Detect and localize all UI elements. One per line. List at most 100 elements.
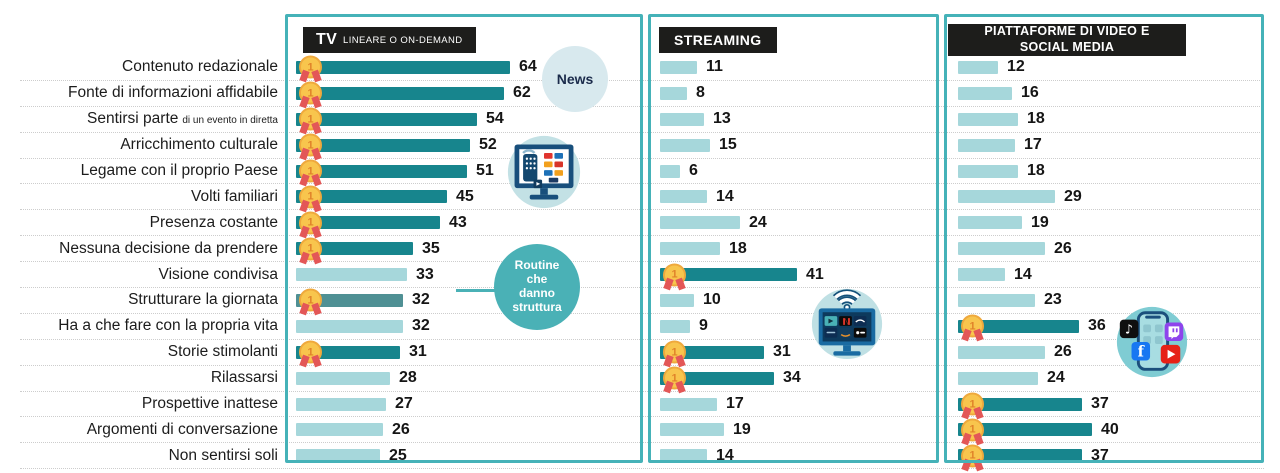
bar (660, 86, 687, 100)
bar-cell: 15 (660, 133, 737, 158)
bar-cell: 16 (958, 81, 1039, 106)
bar-cell: 24 (958, 366, 1065, 391)
bar-value: 54 (486, 110, 504, 128)
chart-row: Fonte di informazioni affidabile 1 62 8 16 (20, 81, 1264, 107)
bar-value: 51 (476, 162, 494, 179)
bar-cell: 1 40 (958, 417, 1119, 442)
bar-cell: 29 (958, 184, 1082, 209)
bar-value: 19 (733, 420, 751, 438)
bar-cell: 10 (660, 288, 721, 313)
first-place-medal-icon: 1 (299, 107, 322, 131)
bar (958, 242, 1045, 256)
bar-cell: 14 (958, 262, 1032, 287)
bar (660, 164, 680, 178)
bar-value: 26 (1054, 239, 1072, 257)
bar-value: 13 (713, 110, 731, 128)
bar-value: 34 (783, 369, 801, 387)
bar-cell: 1 64 (296, 55, 537, 80)
bar-value: 40 (1101, 420, 1119, 438)
first-place-medal-icon: 1 (663, 366, 686, 390)
bar-value: 18 (1027, 110, 1045, 128)
bar (296, 268, 407, 282)
bar-cell: 1 36 (958, 314, 1106, 339)
bar: 1 (660, 263, 797, 287)
bar-cell: 19 (660, 417, 751, 442)
bar (958, 190, 1055, 204)
bar-cell: 8 (660, 81, 705, 106)
tv-header-sub: LINEARE O ON-DEMAND (343, 34, 463, 46)
bar: 1 (296, 237, 413, 261)
bar (958, 86, 1012, 100)
bar-value: 26 (1054, 343, 1072, 361)
smart-tv-streaming-icon (808, 282, 886, 360)
bar-cell: 18 (958, 107, 1045, 132)
chart-row: Contenuto redazionale 1 64 11 12 (20, 55, 1264, 81)
bar-value: 24 (1047, 369, 1065, 387)
tv-header-main: TV (316, 31, 338, 48)
bar-value: 29 (1064, 187, 1082, 205)
bar-value: 16 (1021, 84, 1039, 102)
rows-container: Contenuto redazionale 1 64 11 12 Fonte di inf… (20, 55, 1264, 470)
bar-cell: 11 (660, 55, 723, 80)
chart-row: Ha a che fare con la propria vita 32 9 1 36 (20, 314, 1264, 340)
bar-cell: 26 (296, 417, 410, 442)
bar: 1 (296, 133, 470, 157)
bar-cell: 1 37 (958, 392, 1109, 417)
bar (660, 60, 697, 74)
routine-connector-line (456, 289, 498, 292)
bar (660, 138, 710, 152)
bar-value: 17 (726, 395, 744, 413)
bar (958, 345, 1045, 359)
bar: 1 (296, 288, 403, 312)
bar-cell: 13 (660, 107, 731, 132)
bar-cell: 12 (958, 55, 1025, 80)
bar-value: 37 (1091, 446, 1109, 464)
bar-cell: 1 37 (958, 443, 1109, 468)
row-label: Argomenti di conversazione (86, 420, 278, 438)
bar (296, 449, 380, 463)
bar-cell: 1 62 (296, 81, 531, 106)
row-label: Presenza costante (149, 213, 278, 231)
bar-value: 43 (449, 213, 467, 231)
first-place-medal-icon: 1 (299, 237, 322, 261)
bar-value: 19 (1031, 213, 1049, 231)
bar-cell: 28 (296, 366, 417, 391)
row-label: Storie stimolanti (167, 343, 278, 361)
bar (296, 319, 403, 333)
bar (958, 268, 1005, 282)
bar (958, 60, 998, 74)
row-label: Sentirsi parte di un evento in diretta (87, 110, 278, 128)
bar-value: 8 (696, 84, 705, 102)
row-label: Visione condivisa (158, 265, 278, 283)
bar-value: 26 (392, 420, 410, 438)
bar (958, 371, 1038, 385)
row-label: Contenuto redazionale (122, 58, 278, 76)
bar-value: 32 (412, 317, 430, 335)
bar-value: 41 (806, 265, 824, 283)
bar (660, 242, 720, 256)
bar-cell: 1 35 (296, 236, 440, 261)
first-place-medal-icon: 1 (663, 340, 686, 364)
bar: 1 (660, 366, 774, 390)
chart-row: Prospettive inattese 27 17 1 37 (20, 392, 1264, 418)
first-place-medal-icon: 1 (299, 340, 322, 364)
bar-cell: 1 52 (296, 133, 497, 158)
bar-cell: 1 32 (296, 288, 430, 313)
first-place-medal-icon: 1 (961, 444, 984, 468)
first-place-medal-icon: 1 (961, 314, 984, 338)
routine-line: che (526, 272, 548, 287)
social-header-line2: SOCIAL MEDIA (1019, 40, 1115, 54)
bar-value: 9 (699, 317, 708, 335)
bar-value: 31 (773, 343, 791, 361)
bar-cell: 1 31 (296, 340, 427, 365)
row-label: Strutturare la giornata (128, 291, 278, 309)
streaming-header: STREAMING (659, 27, 777, 53)
row-label: Nessuna decisione da prendere (59, 239, 278, 257)
bar-cell: 17 (958, 133, 1042, 158)
chart-row: Legame con il proprio Paese 1 51 6 18 (20, 159, 1264, 185)
bar: 1 (296, 55, 510, 79)
bar-value: 28 (399, 369, 417, 387)
bar-value: 24 (749, 213, 767, 231)
bar-value: 27 (395, 395, 413, 413)
